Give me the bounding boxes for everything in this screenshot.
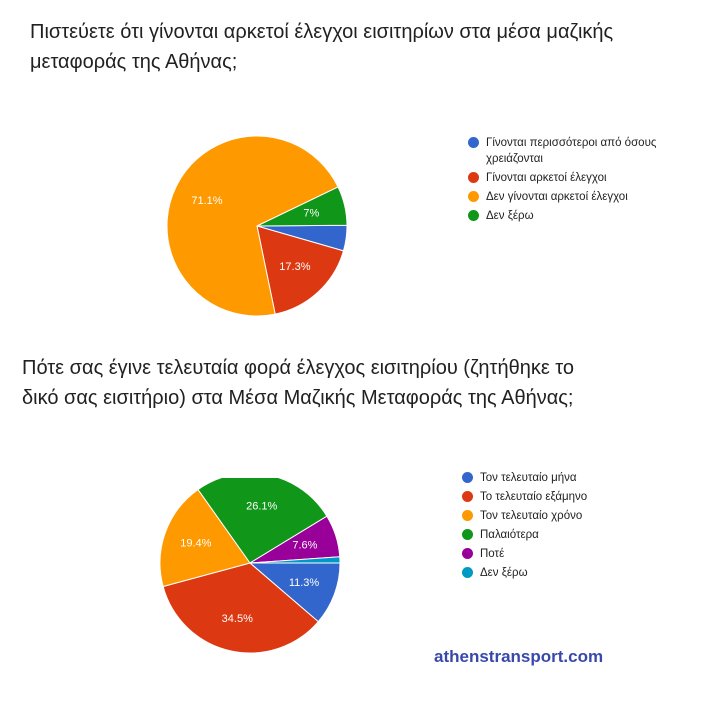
legend-2-item-0: Τον τελευταίο μήνα bbox=[462, 470, 692, 486]
pie-1-slice-3 bbox=[256, 186, 348, 227]
pie-2-slice-3 bbox=[197, 478, 328, 564]
pie-2-slice-5 bbox=[249, 556, 341, 564]
legend-2-item-3: Παλαιότερα bbox=[462, 527, 692, 543]
pie-1-slice-label-3: 7% bbox=[303, 207, 319, 219]
pie-chart-2: 11.3% 34.5% 19.4% 26.1% 7.6% bbox=[159, 478, 341, 654]
pie-2-slice-label-3: 26.1% bbox=[246, 501, 277, 513]
legend-label: Παλαιότερα bbox=[480, 529, 539, 541]
legend-label: Δεν γίνονται αρκετοί έλεγχοι bbox=[486, 191, 628, 203]
legend-swatch bbox=[462, 529, 473, 540]
pie-2-slice-label-2: 19.4% bbox=[180, 537, 211, 549]
pie-1-slice-1 bbox=[256, 225, 345, 315]
legend-2-item-1: Το τελευταίο εξάμηνο bbox=[462, 489, 692, 505]
legend-2-item-5: Δεν ξέρω bbox=[462, 565, 692, 581]
legend-label: Τον τελευταίο χρόνο bbox=[480, 510, 583, 522]
pie-1-slice-label-1: 17.3% bbox=[279, 261, 310, 273]
legend-label: Γίνονται περισσότεροι από όσους χρειάζον… bbox=[486, 137, 657, 165]
chart-1-title: Πιστεύετε ότι γίνονται αρκετοί έλεγχοι ε… bbox=[30, 21, 614, 73]
legend-swatch bbox=[462, 548, 473, 559]
legend-label: Ποτέ bbox=[480, 548, 505, 560]
pie-1-slice-label-2: 71.1% bbox=[191, 195, 222, 207]
pie-chart-1: 17.3% 71.1% 7% bbox=[166, 135, 348, 317]
legend-label: Το τελευταίο εξάμηνο bbox=[480, 491, 588, 503]
pie-2-slice-0 bbox=[248, 562, 341, 623]
legend-swatch bbox=[462, 472, 473, 483]
legend-swatch bbox=[462, 567, 473, 578]
legend-1-item-1: Γίνονται αρκετοί έλεγχοι bbox=[468, 170, 698, 186]
legend-1-item-0: Γίνονται περισσότεροι από όσους χρειάζον… bbox=[468, 135, 698, 167]
legend-swatch bbox=[462, 510, 473, 521]
legend-swatch bbox=[468, 172, 479, 183]
legend-swatch bbox=[468, 210, 479, 221]
legend-label: Γίνονται αρκετοί έλεγχοι bbox=[486, 172, 607, 184]
legend-2-item-4: Ποτέ bbox=[462, 546, 692, 562]
legend-chart-2: Τον τελευταίο μήνα Το τελευταίο εξάμηνο Το… bbox=[462, 470, 692, 584]
pie-2-slice-label-0: 11.3% bbox=[289, 577, 320, 589]
pie-2-slice-label-1: 34.5% bbox=[222, 613, 253, 625]
legend-label: Δεν ξέρω bbox=[480, 567, 528, 579]
legend-chart-1: Γίνονται περισσότεροι από όσους χρειάζον… bbox=[468, 135, 698, 227]
chart-2-title: Πότε σας έγινε τελευταία φορά έλεγχος ει… bbox=[22, 357, 575, 409]
pie-1-slice-2 bbox=[166, 135, 339, 317]
watermark-text: athenstransport.com bbox=[434, 647, 604, 666]
pie-2-slice-1 bbox=[162, 562, 319, 654]
legend-label: Δεν ξέρω bbox=[486, 210, 534, 222]
pie-2-slice-label-4: 7.6% bbox=[292, 539, 317, 551]
legend-1-item-2: Δεν γίνονται αρκετοί έλεγχοι bbox=[468, 189, 698, 205]
legend-swatch bbox=[462, 491, 473, 502]
legend-1-item-3: Δεν ξέρω bbox=[468, 208, 698, 224]
legend-2-item-2: Τον τελευταίο χρόνο bbox=[462, 508, 692, 524]
legend-swatch bbox=[468, 137, 479, 148]
legend-swatch bbox=[468, 191, 479, 202]
pie-2-slice-2 bbox=[159, 488, 251, 588]
legend-label: Τον τελευταίο μήνα bbox=[480, 472, 577, 484]
